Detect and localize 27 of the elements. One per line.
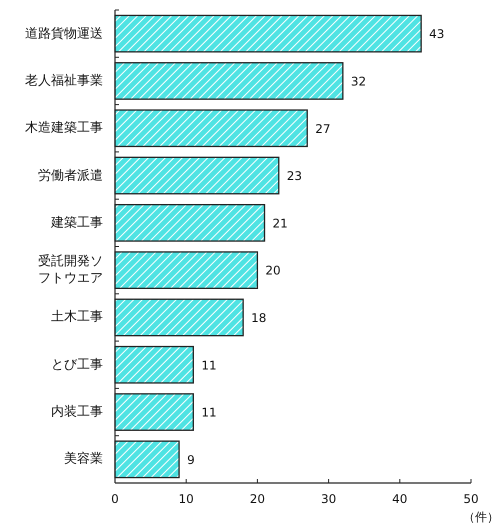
y-tick-label: 労働者派遣 xyxy=(38,167,103,184)
data-label: 32 xyxy=(350,74,366,88)
y-tick-label: 土木工事 xyxy=(51,308,103,326)
data-label: 43 xyxy=(429,27,444,42)
data-label: 11 xyxy=(201,406,217,420)
x-tick-label: 50 xyxy=(463,492,479,506)
y-tick-label: 建築工事 xyxy=(51,214,103,232)
x-tick-label: 20 xyxy=(250,492,266,506)
x-axis-title: （件） xyxy=(463,510,499,524)
y-tick-label: 美容業 xyxy=(64,450,103,468)
x-tick-label: 30 xyxy=(320,492,336,506)
y-tick-label: 老人福祉事業 xyxy=(25,72,103,90)
data-label: 27 xyxy=(315,122,331,136)
x-tick-label: 0 xyxy=(111,492,119,506)
data-label: 21 xyxy=(272,216,288,230)
data-label: 23 xyxy=(286,169,302,184)
y-tick-label: 道路貨物運送 xyxy=(25,25,103,42)
y-tick-label: 木造建築工事 xyxy=(25,120,103,137)
y-tick-label: 受託開発ソフトウエア xyxy=(37,253,103,288)
data-label: 20 xyxy=(265,264,281,278)
y-tick-label: とび工事 xyxy=(51,356,103,374)
data-label: 9 xyxy=(187,452,195,467)
data-label: 18 xyxy=(251,310,266,325)
x-tick-label: 10 xyxy=(178,492,194,506)
y-tick-label: 内装工事 xyxy=(51,404,103,421)
data-label: 11 xyxy=(201,358,217,372)
x-tick-label: 40 xyxy=(392,492,408,506)
